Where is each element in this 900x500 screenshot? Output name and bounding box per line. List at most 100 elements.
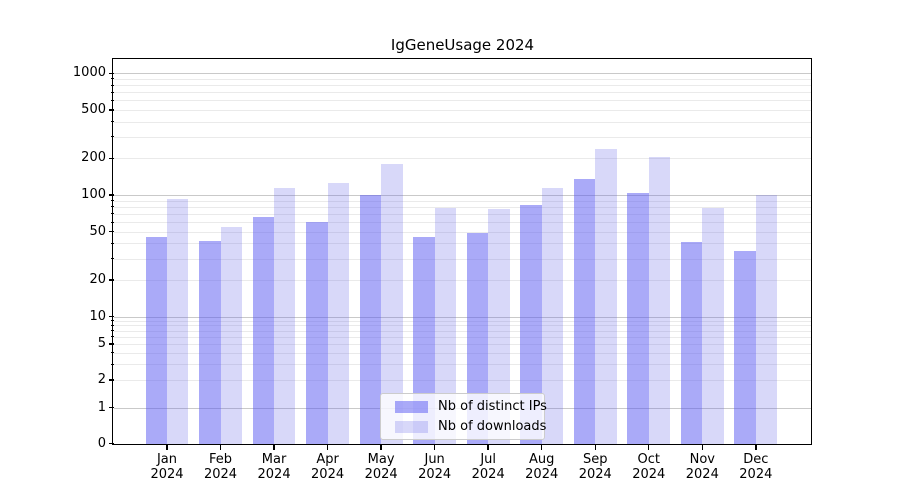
y-minor-tick-mark — [111, 258, 114, 260]
bar-downloads-oct — [648, 157, 671, 444]
bar-downloads-dec — [755, 195, 778, 444]
minor-gridline — [113, 213, 811, 215]
minor-gridline — [113, 280, 811, 282]
y-tick-label: 200 — [81, 150, 106, 166]
y-minor-tick-mark — [111, 213, 114, 215]
y-minor-tick-mark — [111, 84, 114, 86]
bar-distinct-ips-oct — [627, 192, 649, 444]
x-tick-mark — [487, 445, 489, 450]
y-minor-tick-mark — [111, 206, 114, 208]
minor-gridline — [113, 158, 811, 160]
y-minor-tick-mark — [111, 324, 114, 326]
x-tick-year: 2024 — [364, 467, 398, 482]
y-minor-tick-mark — [111, 336, 114, 338]
y-tick-label: 1000 — [72, 65, 106, 81]
minor-gridline — [113, 92, 811, 94]
y-minor-tick-mark — [111, 343, 114, 345]
y-tick-label: 10 — [89, 308, 106, 324]
y-minor-tick-mark — [111, 221, 114, 223]
major-gridline — [113, 195, 811, 197]
x-tick-mark — [166, 445, 168, 450]
y-tick-label: 0 — [97, 435, 106, 451]
bar-downloads-aug — [541, 187, 564, 444]
x-tick-label: Aug 2024 — [497, 452, 587, 482]
bar-distinct-ips-jun — [413, 237, 435, 444]
minor-gridline — [113, 320, 811, 322]
x-tick-mark — [541, 445, 543, 450]
x-tick-year: 2024 — [150, 467, 184, 482]
y-tick-mark — [109, 316, 114, 318]
y-minor-tick-mark — [111, 78, 114, 80]
bar-distinct-ips-sep — [573, 179, 596, 444]
x-tick-year: 2024 — [578, 467, 612, 482]
y-tick-mark — [109, 194, 114, 196]
y-minor-tick-mark — [111, 330, 114, 332]
x-tick-mark — [648, 445, 650, 450]
y-minor-tick-mark — [111, 242, 114, 244]
x-tick-label: Sep 2024 — [550, 452, 640, 482]
minor-gridline — [113, 231, 811, 233]
x-tick-mark — [219, 445, 222, 450]
bar-distinct-ips-apr — [306, 222, 328, 444]
y-tick-mark — [109, 72, 114, 75]
legend-label-downloads: Nb of downloads — [438, 419, 547, 434]
x-tick-label: Dec 2024 — [711, 452, 801, 482]
minor-gridline — [113, 206, 811, 208]
y-minor-tick-mark — [111, 352, 114, 354]
bar-distinct-ips-nov — [680, 242, 703, 444]
bar-distinct-ips-may — [359, 195, 382, 444]
bar-downloads-may — [381, 163, 403, 444]
x-tick-mark — [380, 445, 382, 450]
minor-gridline — [113, 344, 811, 346]
bar-downloads-sep — [595, 149, 617, 444]
x-tick-mark — [273, 445, 275, 450]
bar-downloads-mar — [274, 188, 296, 444]
bar-distinct-ips-jan — [145, 237, 167, 444]
x-tick-year: 2024 — [632, 467, 666, 482]
major-gridline — [113, 316, 811, 318]
x-tick-label: Jun 2024 — [390, 452, 480, 482]
y-minor-tick-mark — [111, 363, 114, 365]
minor-gridline — [113, 85, 811, 87]
legend-entry-distinct-ips: Nb of distinct IPs — [381, 398, 547, 415]
y-minor-tick-mark — [111, 91, 114, 93]
x-tick-label: Nov 2024 — [657, 452, 747, 482]
y-minor-tick-mark — [111, 121, 114, 123]
y-tick-label: 100 — [81, 187, 106, 203]
y-minor-tick-mark — [111, 279, 114, 281]
y-minor-tick-mark — [111, 157, 114, 159]
y-tick-mark — [109, 406, 114, 409]
legend-swatch-distinct-ips — [395, 400, 428, 413]
bar-distinct-ips-aug — [520, 204, 542, 444]
y-minor-tick-mark — [111, 109, 114, 111]
x-tick-mark — [594, 445, 596, 450]
y-minor-tick-mark — [111, 99, 114, 101]
y-minor-tick-mark — [111, 379, 114, 381]
x-tick-year: 2024 — [418, 467, 452, 482]
y-tick-label: 20 — [89, 272, 106, 288]
x-tick-label: Mar 2024 — [229, 452, 319, 482]
x-tick-label: May 2024 — [336, 452, 426, 482]
bar-downloads-apr — [327, 182, 349, 444]
minor-gridline — [113, 200, 811, 202]
legend-swatch-downloads — [395, 420, 428, 433]
minor-gridline — [113, 121, 811, 123]
minor-gridline — [113, 258, 811, 260]
bar-downloads-feb — [220, 226, 242, 444]
x-tick-label: Feb 2024 — [176, 452, 266, 482]
x-tick-label: Oct 2024 — [604, 452, 694, 482]
bar-distinct-ips-feb — [199, 240, 221, 444]
y-minor-tick-mark — [111, 136, 114, 138]
y-tick-label: 2 — [97, 372, 106, 388]
y-tick-label: 1 — [97, 399, 106, 415]
x-tick-year: 2024 — [685, 467, 719, 482]
minor-gridline — [113, 100, 811, 102]
minor-gridline — [113, 330, 811, 332]
x-tick-year: 2024 — [525, 467, 559, 482]
y-tick-mark — [109, 443, 114, 445]
minor-gridline — [113, 352, 811, 354]
minor-gridline — [113, 325, 811, 327]
minor-gridline — [113, 136, 811, 138]
y-tick-label: 50 — [89, 223, 106, 239]
bar-distinct-ips-jul — [466, 232, 489, 444]
